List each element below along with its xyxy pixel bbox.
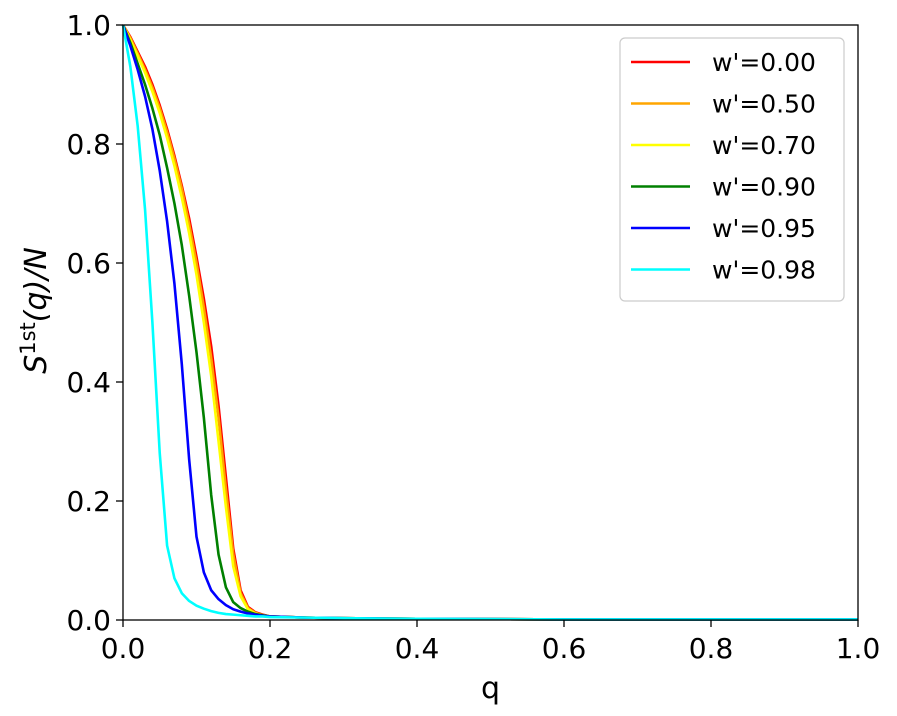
x-tick-label: 0.0 [101,632,146,665]
plot-frame [122,24,859,621]
x-tick-label: 1.0 [836,632,881,665]
legend-label: w'=0.95 [712,214,816,243]
y-tick-label: 1.0 [66,9,111,42]
x-tick-label: 0.6 [542,632,587,665]
legend-label: w'=0.90 [712,173,816,202]
y-axis-label-rest: (q)/N [19,247,54,322]
y-tick-label: 0.2 [66,485,111,518]
x-tick-label: 0.4 [395,632,440,665]
legend-label: w'=0.50 [712,90,816,119]
x-axis-ticks: 0.0 0.2 0.4 0.6 0.8 1.0 [101,620,881,665]
legend-label: w'=0.98 [712,256,816,285]
y-tick-label: 0.8 [66,128,111,161]
x-tick-label: 0.8 [689,632,734,665]
y-axis-ticks: 0.0 0.2 0.4 0.6 0.8 1.0 [66,9,123,637]
x-axis-label: q [481,671,500,706]
x-tick-label: 0.2 [248,632,293,665]
y-axis-label-base: S [19,355,54,374]
y-axis-label-superscript: 1st [16,322,40,355]
legend-label: w'=0.00 [712,48,816,77]
y-tick-label: 0.4 [66,366,111,399]
series-line-5 [121,24,858,621]
plot-lines [121,24,858,621]
y-tick-label: 0.6 [66,247,111,280]
y-axis-label: S1st(q)/N [16,247,54,374]
legend: w'=0.00 w'=0.50 w'=0.70 w'=0.90 w'=0.95 w'=0.… [619,37,845,302]
legend-label: w'=0.70 [712,131,816,160]
y-tick-label: 0.0 [66,604,111,637]
